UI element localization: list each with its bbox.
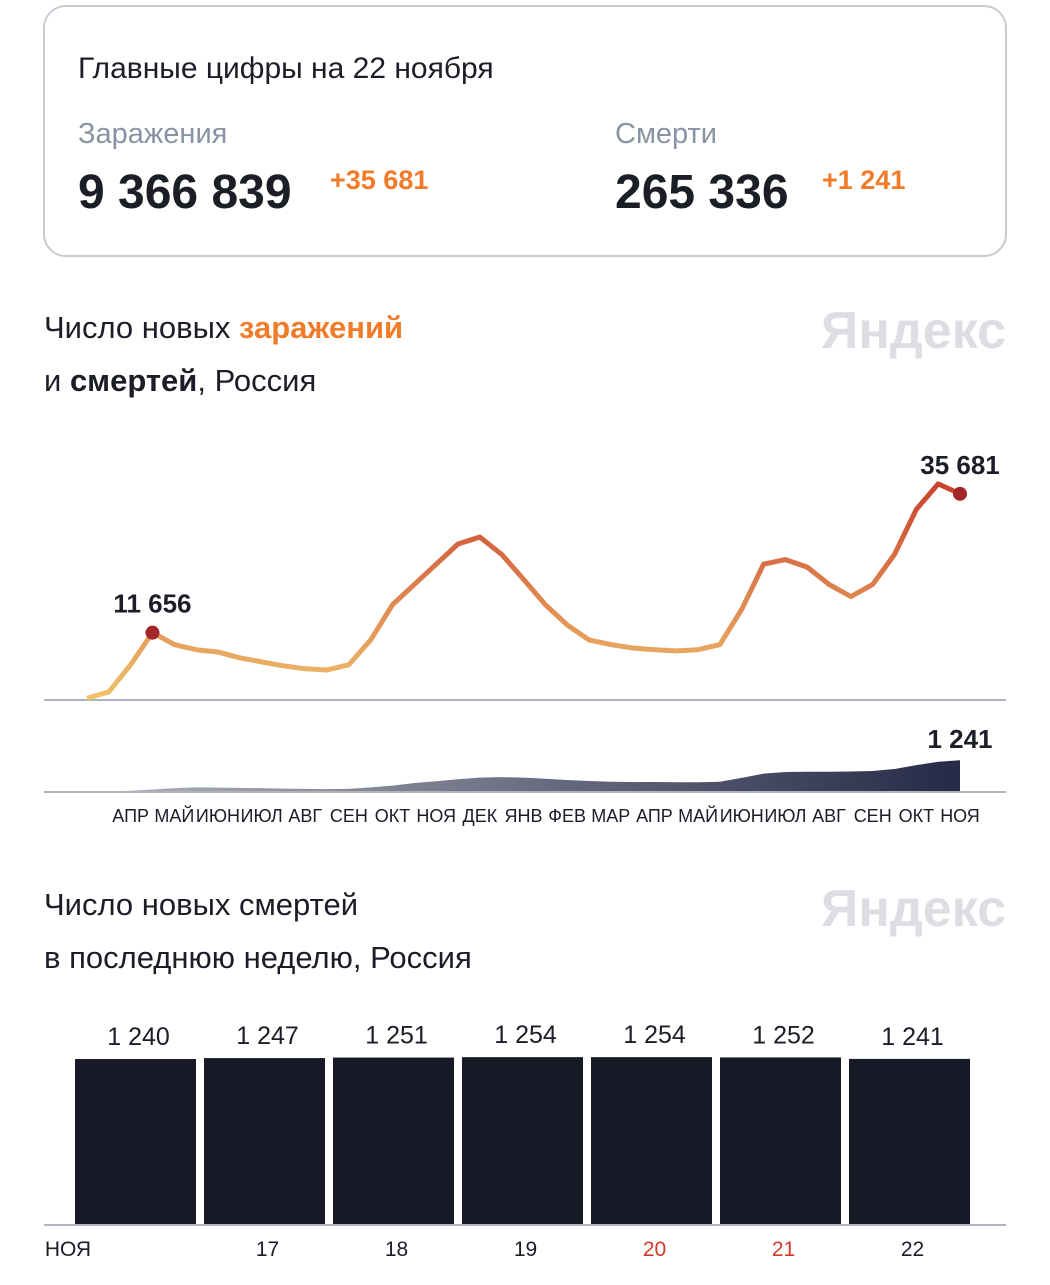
- data-label: 35 681: [920, 450, 1000, 480]
- watermark: Яндекс: [821, 302, 1006, 360]
- data-label: 1 251: [365, 1022, 428, 1050]
- bar: [591, 1057, 712, 1225]
- chart-title: Число новых заражений: [44, 310, 403, 345]
- summary-title: Главные цифры на 22 ноября: [78, 52, 494, 85]
- x-tick-label: НОЯ: [416, 806, 456, 826]
- stat-label: Смерти: [615, 118, 717, 150]
- marker: [145, 625, 160, 640]
- title-part: заражений: [239, 310, 403, 345]
- stat-label: Заражения: [78, 118, 227, 150]
- x-tick-label: 17: [256, 1238, 279, 1261]
- x-tick-label: МАЙ: [678, 805, 718, 826]
- x-tick-label: ДЕК: [463, 806, 498, 826]
- bar: [849, 1058, 970, 1225]
- bar: [462, 1057, 583, 1225]
- infections-line: [86, 481, 962, 701]
- x-tick-label: ЯНВ: [504, 806, 542, 826]
- chart-title: в последнюю неделю, Россия: [44, 940, 472, 975]
- x-tick-label: СЕН: [330, 806, 368, 826]
- stat-value: 265 336: [615, 166, 789, 219]
- data-label: 1 254: [623, 1021, 686, 1049]
- title-part: Число новых: [44, 310, 239, 345]
- bar: [204, 1058, 325, 1225]
- x-tick-label: МАР: [591, 806, 630, 826]
- data-label: 1 252: [752, 1021, 815, 1049]
- x-tick-label: ИЮЛ: [764, 806, 806, 826]
- chart-title: и смертей, Россия: [44, 363, 316, 398]
- chart-title: Число новых смертей: [44, 887, 358, 922]
- stat-delta: +35 681: [330, 165, 428, 195]
- bar: [720, 1057, 841, 1225]
- data-label: 11 656: [113, 589, 191, 619]
- x-tick-label: 21: [772, 1238, 795, 1261]
- data-label: 1 241: [927, 724, 992, 754]
- bar: [333, 1057, 454, 1225]
- x-tick-label: НОЯ: [940, 806, 980, 826]
- data-label: 1 254: [494, 1021, 557, 1049]
- x-tick-label: 20: [643, 1238, 666, 1261]
- x-tick-label: ОКТ: [899, 806, 934, 826]
- x-tick-label: АВГ: [288, 806, 322, 826]
- data-label: 1 240: [107, 1023, 170, 1051]
- watermark: Яндекс: [821, 880, 1006, 938]
- deaths-area: [87, 760, 960, 792]
- x-tick-label: НОЯ: [45, 1238, 91, 1261]
- marker: [953, 486, 967, 501]
- x-tick-label: АВГ: [812, 806, 846, 826]
- x-tick-label: 19: [514, 1238, 537, 1261]
- x-tick-label: МАЙ: [154, 805, 194, 826]
- x-tick-label: ИЮЛ: [241, 806, 283, 826]
- x-tick-label: ИЮН: [720, 806, 764, 826]
- x-tick-label: АПР: [112, 806, 149, 826]
- title-part: , Россия: [197, 363, 316, 398]
- bar: [75, 1059, 196, 1225]
- summary-card: [43, 5, 1007, 257]
- data-label: 1 247: [236, 1022, 299, 1050]
- x-tick-label: 18: [385, 1238, 408, 1261]
- x-tick-label: 22: [901, 1238, 924, 1261]
- title-part: и: [44, 363, 70, 398]
- x-tick-label: ИЮН: [196, 806, 240, 826]
- stat-value: 9 366 839: [78, 166, 292, 219]
- x-tick-label: АПР: [636, 806, 673, 826]
- stat-delta: +1 241: [822, 165, 905, 195]
- x-tick-label: СЕН: [854, 806, 892, 826]
- x-tick-label: ОКТ: [375, 806, 410, 826]
- title-part: смертей: [70, 363, 197, 398]
- data-label: 1 241: [881, 1023, 944, 1051]
- x-tick-label: ФЕВ: [548, 806, 586, 826]
